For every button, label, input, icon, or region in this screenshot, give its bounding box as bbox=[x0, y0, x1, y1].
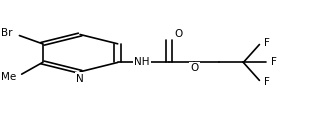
Text: N: N bbox=[76, 74, 84, 84]
Text: Me: Me bbox=[1, 72, 16, 82]
Text: F: F bbox=[271, 57, 277, 67]
Text: NH: NH bbox=[134, 57, 150, 67]
Text: F: F bbox=[264, 77, 270, 87]
Text: F: F bbox=[264, 38, 270, 48]
Text: Br: Br bbox=[1, 28, 12, 38]
Text: O: O bbox=[190, 63, 198, 73]
Text: O: O bbox=[174, 29, 182, 39]
